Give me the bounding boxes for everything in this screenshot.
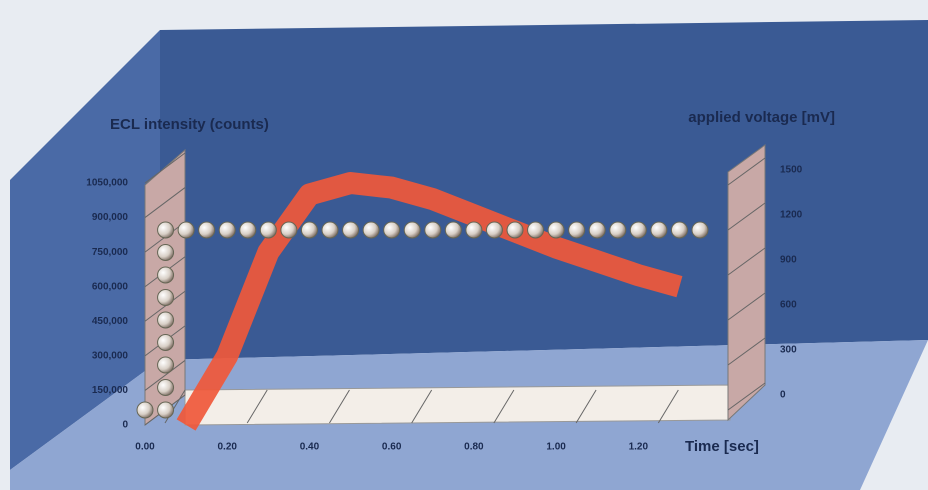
y2-tick-label: 600: [780, 300, 797, 311]
pearl: [425, 222, 441, 238]
pearl: [589, 222, 605, 238]
pearl: [219, 222, 235, 238]
x-tick-label: 0.20: [217, 442, 237, 453]
y-tick-label: 900,000: [92, 212, 129, 223]
y-tick-label: 450,000: [92, 316, 129, 327]
pearl: [569, 222, 585, 238]
pearl: [466, 222, 482, 238]
pearl: [158, 335, 174, 351]
pearl: [158, 312, 174, 328]
pearl: [158, 222, 174, 238]
x-tick-label: 0.60: [382, 442, 402, 453]
y-tick-label: 0: [122, 420, 128, 431]
y2-tick-label: 900: [780, 255, 797, 266]
y-axis-title: ECL intensity (counts): [110, 116, 269, 133]
x-tick-label: 0.00: [135, 442, 155, 453]
pearl: [507, 222, 523, 238]
right-axis-panel: [728, 145, 765, 420]
pearl: [384, 222, 400, 238]
y-tick-label: 150,000: [92, 385, 129, 396]
pearl: [363, 222, 379, 238]
y-tick-label: 750,000: [92, 247, 129, 258]
pearl: [404, 222, 420, 238]
pearl: [528, 222, 544, 238]
pearl: [486, 222, 502, 238]
pearl: [671, 222, 687, 238]
x-tick-label: 1.20: [629, 442, 649, 453]
pearl: [692, 222, 708, 238]
pearl: [343, 222, 359, 238]
pearl: [158, 380, 174, 396]
pearl: [548, 222, 564, 238]
y2-tick-label: 0: [780, 390, 786, 401]
pearl: [445, 222, 461, 238]
y-tick-label: 1050,000: [86, 178, 128, 189]
x-tick-label: 0.40: [300, 442, 320, 453]
x-axis-title: Time [sec]: [685, 438, 759, 455]
pearl: [158, 402, 174, 418]
pearl: [301, 222, 317, 238]
x-tick-label: 0.80: [464, 442, 484, 453]
y2-axis-title: applied voltage [mV]: [688, 109, 835, 126]
pearl: [322, 222, 338, 238]
pearl: [137, 402, 153, 418]
x-tick-label: 1.00: [546, 442, 566, 453]
pearl: [281, 222, 297, 238]
pearl: [199, 222, 215, 238]
y2-tick-label: 1500: [780, 165, 803, 176]
y-tick-label: 600,000: [92, 281, 129, 292]
pearl: [158, 290, 174, 306]
pearl: [158, 357, 174, 373]
y-tick-label: 300,000: [92, 350, 129, 361]
back-wall: [160, 20, 928, 360]
pearl: [158, 245, 174, 261]
chart: ECL intensity (counts) applied voltage […: [0, 0, 928, 490]
pearl: [651, 222, 667, 238]
y2-tick-label: 300: [780, 345, 797, 356]
pearl: [178, 222, 194, 238]
pearl: [158, 267, 174, 283]
pearl: [610, 222, 626, 238]
y2-tick-label: 1200: [780, 210, 803, 221]
pearl: [260, 222, 276, 238]
pearl: [630, 222, 646, 238]
pearl: [240, 222, 256, 238]
